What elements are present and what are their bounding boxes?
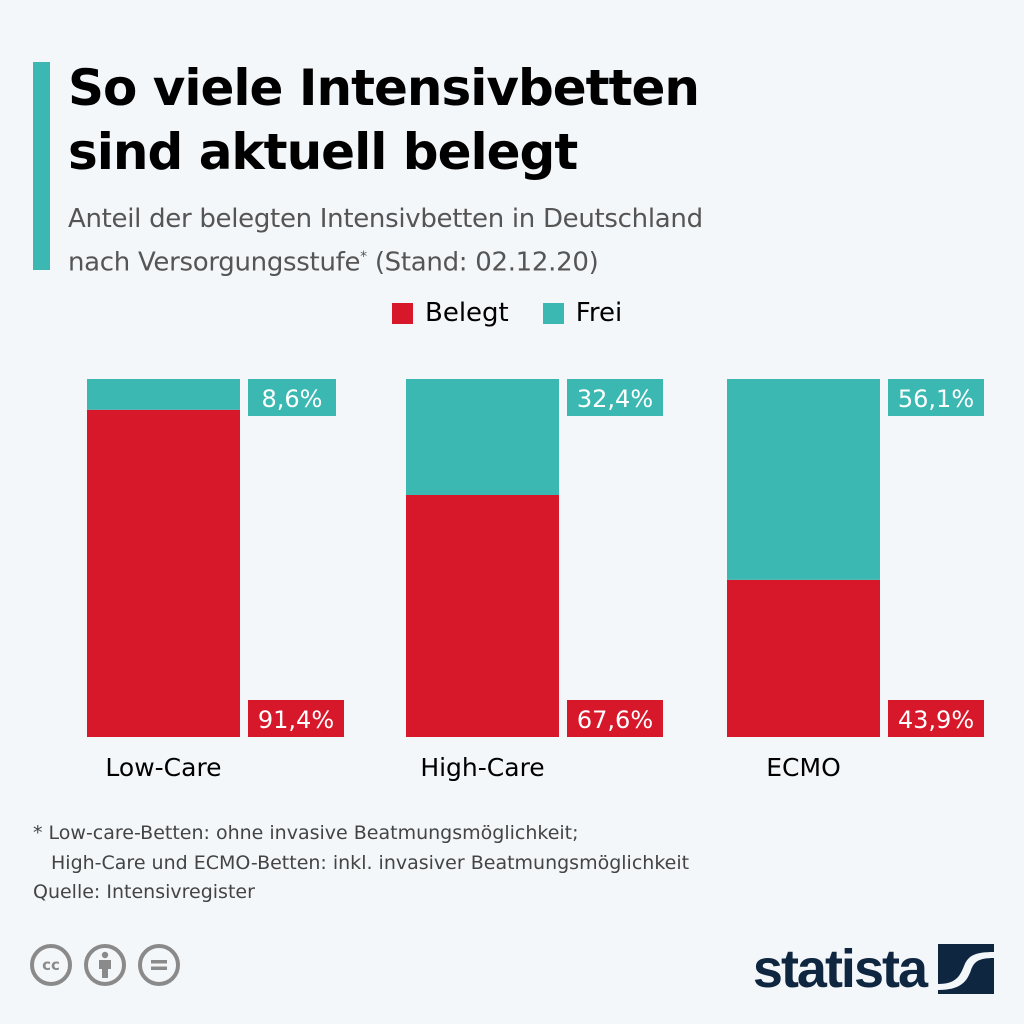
title-line-2: sind aktuell belegt — [68, 123, 578, 181]
label-box-frei — [567, 379, 663, 416]
label-box-frei — [888, 379, 984, 416]
footnote-line-2: High-Care und ECMO-Betten: inkl. invasiv… — [51, 852, 690, 874]
legend-label-belegt: Belegt — [425, 298, 509, 328]
chart-title: So viele Intensivbetten sind aktuell bel… — [68, 56, 700, 184]
data-label-frei: 56,1% — [898, 385, 974, 413]
legend-swatch-frei — [542, 302, 564, 324]
label-box-belegt — [248, 700, 344, 737]
label-box-belegt — [567, 700, 663, 737]
category-label: Low-Care — [105, 753, 221, 782]
statista-logo-text: statista — [752, 939, 928, 999]
source: Quelle: Intensivregister — [33, 881, 255, 903]
bar-frei-high-care — [406, 379, 559, 495]
cc-icon[interactable]: cc — [30, 944, 72, 986]
legend-label-frei: Frei — [575, 298, 623, 328]
subtitle-line-1: Anteil der belegten Intensivbetten in De… — [68, 204, 703, 234]
category-label: High-Care — [420, 753, 544, 782]
subtitle-line-2: nach Versorgungsstufe* (Stand: 02.12.20) — [68, 238, 703, 282]
statista-logo-icon — [938, 944, 994, 994]
data-label-frei: 32,4% — [577, 385, 653, 413]
no-derivatives-icon[interactable] — [138, 944, 180, 986]
equals-glyph — [151, 960, 167, 970]
attribution-icon[interactable] — [84, 944, 126, 986]
footnote: * Low-care-Betten: ohne invasive Beatmun… — [33, 818, 689, 878]
bar-frei-low-care — [87, 379, 240, 410]
title-accent-bar — [33, 62, 50, 270]
data-label-belegt: 91,4% — [258, 706, 334, 734]
label-box-frei — [248, 379, 336, 416]
data-label-belegt: 67,6% — [577, 706, 653, 734]
legend-swatch-belegt — [392, 302, 413, 324]
subtitle-asterisk: * — [360, 249, 367, 265]
title-line-1: So viele Intensivbetten — [68, 59, 700, 117]
legend: Belegt Frei — [392, 298, 656, 328]
legend-item-belegt: Belegt — [392, 298, 509, 328]
footnote-line-1: * Low-care-Betten: ohne invasive Beatmun… — [33, 822, 579, 844]
person-glyph — [99, 951, 111, 978]
bar-belegt-ecmo — [727, 579, 880, 737]
data-label-belegt: 43,9% — [898, 706, 974, 734]
statista-logo[interactable]: statista — [753, 938, 994, 1000]
subtitle-date: (Stand: 02.12.20) — [366, 247, 599, 278]
data-label-frei: 8,6% — [262, 385, 323, 413]
subtitle-text: nach Versorgungsstufe — [68, 247, 361, 278]
bar-belegt-low-care — [87, 409, 240, 737]
legend-item-frei: Frei — [542, 298, 623, 328]
chart-subtitle: Anteil der belegten Intensivbetten in De… — [68, 200, 703, 282]
bar-belegt-high-care — [406, 494, 559, 737]
license-icons[interactable]: cc — [30, 944, 192, 986]
label-box-belegt — [888, 700, 984, 737]
category-label: ECMO — [766, 753, 841, 782]
bar-frei-ecmo — [727, 379, 880, 580]
